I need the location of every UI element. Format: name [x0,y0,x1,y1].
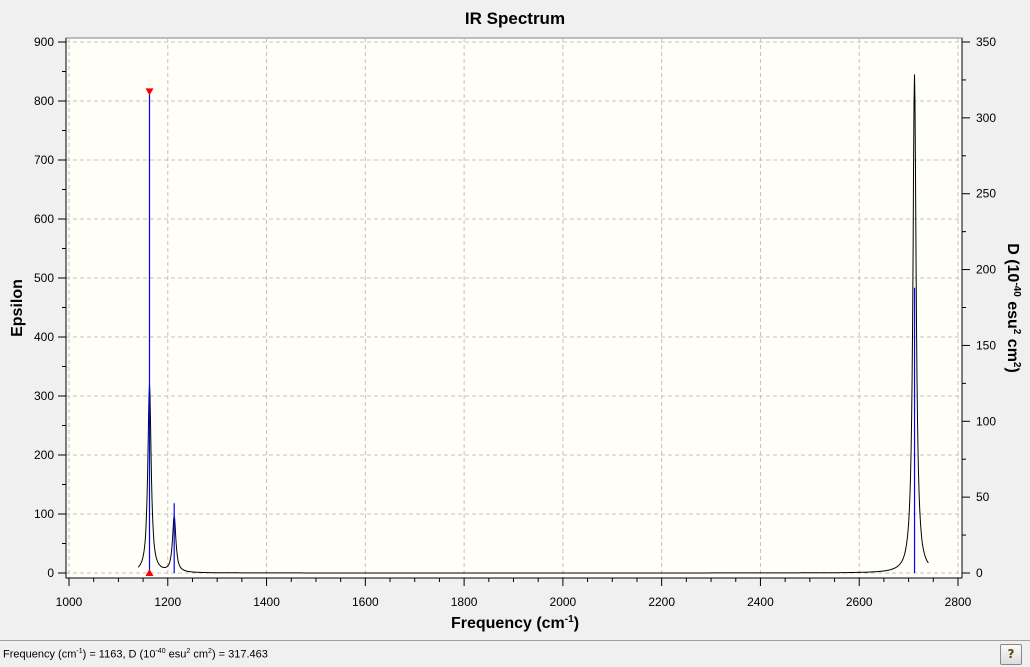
x-tick-label: 1800 [451,595,478,609]
y-right-tick-label: 200 [976,263,996,277]
x-tick-label: 1600 [352,595,379,609]
y-left-tick-label: 200 [34,448,54,462]
y-right-tick-label: 50 [976,490,990,504]
status-bar: Frequency (cm-1) = 1163, D (10-40 esu2 c… [0,640,1030,667]
x-tick-label: 1200 [154,595,181,609]
y-left-tick-label: 400 [34,330,54,344]
y-right-tick-label: 0 [976,566,983,580]
y-right-tick-label: 150 [976,338,996,352]
plot-area [65,37,963,579]
y-right-tick-label: 350 [976,35,996,49]
y-left-tick-label: 100 [34,507,54,521]
x-tick-label: 2800 [945,595,972,609]
x-tick-label: 2600 [846,595,873,609]
y-left-tick-label: 300 [34,389,54,403]
selected-marker-top [145,88,154,96]
spectrum-curve [137,74,929,574]
x-tick-label: 2200 [648,595,675,609]
help-button[interactable]: ? [1000,644,1022,665]
y-left-tick-label: 800 [34,94,54,108]
x-tick-label: 1000 [56,595,83,609]
y-left-tick-label: 900 [34,35,54,49]
y-left-tick-label: 500 [34,271,54,285]
chart-title: IR Spectrum [465,9,565,28]
x-tick-label: 2400 [747,595,774,609]
y-right-axis-label: D (10-40 esu2 cm2) [1004,243,1022,373]
selected-marker-bottom [145,569,154,576]
x-tick-label: 2000 [550,595,577,609]
y-right-tick-label: 250 [976,187,996,201]
y-right-tick-label: 100 [976,414,996,428]
y-left-axis-label: Epsilon [9,279,26,337]
x-axis-label: Frequency (cm-1) [451,614,579,632]
y-left-tick-label: 700 [34,153,54,167]
y-left-tick-label: 600 [34,212,54,226]
x-tick-label: 1400 [253,595,280,609]
y-left-tick-label: 0 [47,566,54,580]
status-readout: Frequency (cm-1) = 1163, D (10-40 esu2 c… [3,648,268,661]
y-right-tick-label: 300 [976,111,996,125]
